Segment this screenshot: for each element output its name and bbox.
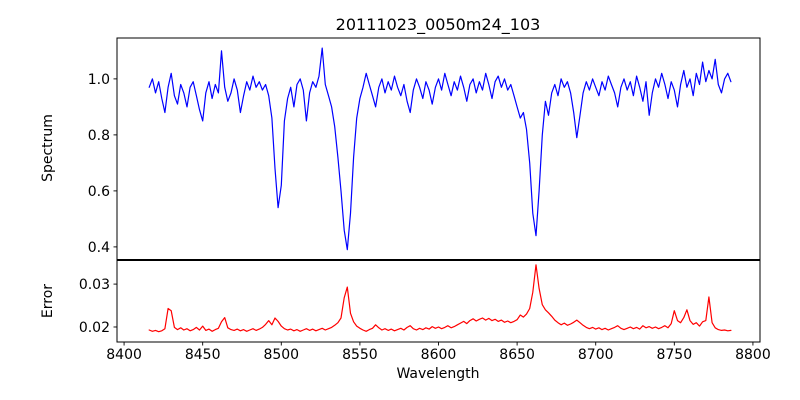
x-tick-label: 8800 <box>735 347 771 363</box>
spectrum-y-tick-label: 0.8 <box>88 128 110 144</box>
spectrum-y-tick-label: 0.6 <box>88 184 110 200</box>
axis-ticks: 0.4 0.6 0.8 1.0 0.02 0.03 8400 8450 8500 8550 8600… <box>79 72 771 363</box>
x-tick-label: 8450 <box>185 347 221 363</box>
spectrum-panel-frame <box>116 37 761 260</box>
spectrum-line <box>148 47 732 251</box>
x-tick-label: 8550 <box>342 347 378 363</box>
spectrum-y-tick-label: 1.0 <box>88 72 110 88</box>
error-line <box>148 264 732 333</box>
error-y-axis-label: Error <box>40 284 56 318</box>
x-tick-label: 8600 <box>421 347 457 363</box>
x-tick-label: 8650 <box>499 347 535 363</box>
x-tick-label: 8750 <box>656 347 692 363</box>
chart-title: 20111023_0050m24_103 <box>336 15 541 35</box>
x-axis-label: Wavelength <box>396 366 479 382</box>
error-panel-frame <box>116 260 761 343</box>
spectrum-y-axis-label: Spectrum <box>40 114 56 182</box>
error-y-tick-label: 0.03 <box>79 277 110 293</box>
error-y-tick-label: 0.02 <box>79 320 110 336</box>
x-tick-label: 8700 <box>578 347 614 363</box>
spectrum-y-tick-label: 0.4 <box>88 240 110 256</box>
x-tick-label: 8400 <box>106 347 142 363</box>
x-tick-label: 8500 <box>263 347 299 363</box>
